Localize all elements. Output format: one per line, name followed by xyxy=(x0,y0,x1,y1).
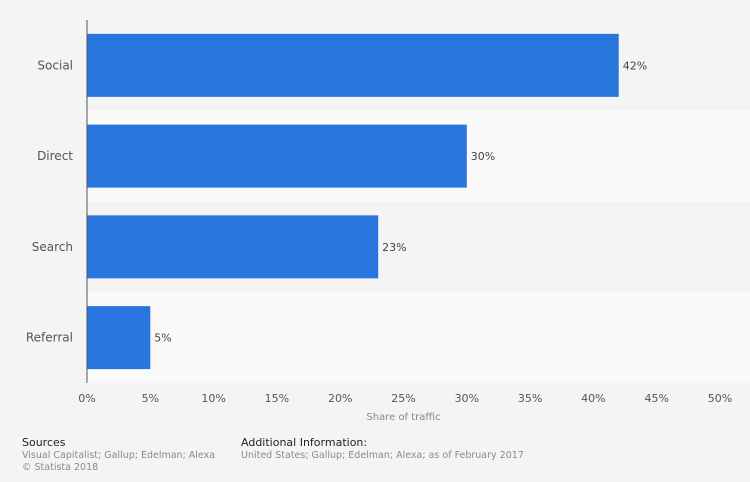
bars xyxy=(87,33,619,370)
value-label-direct: 30% xyxy=(471,150,495,163)
x-tick-label: 5% xyxy=(142,392,159,405)
x-tick-label: 35% xyxy=(518,392,542,405)
category-label-social: Social xyxy=(37,58,73,72)
x-tick-label: 15% xyxy=(265,392,289,405)
value-label-search: 23% xyxy=(382,241,406,254)
sources-title: Sources xyxy=(22,436,66,449)
band-referral xyxy=(87,292,750,383)
x-tick-label: 30% xyxy=(455,392,479,405)
x-tick-label: 20% xyxy=(328,392,352,405)
x-tick-label: 25% xyxy=(391,392,415,405)
x-tick-label: 45% xyxy=(644,392,668,405)
additional-info-block: Additional Information: United States; G… xyxy=(241,436,524,462)
x-axis-ticks: 0% 5% 10% 15% 20% 25% 30% 35% 40% 45% 50% xyxy=(78,392,732,405)
category-label-search: Search xyxy=(32,240,73,254)
x-tick-label: 50% xyxy=(708,392,732,405)
x-tick-label: 40% xyxy=(581,392,605,405)
bar-referral[interactable] xyxy=(87,306,151,370)
bar-search[interactable] xyxy=(87,215,379,279)
value-labels: 42% 30% 23% 5% xyxy=(154,59,647,344)
additional-info-title: Additional Information: xyxy=(241,436,368,449)
y-axis-labels: Social Direct Search Referral xyxy=(26,58,73,344)
sources-block: Sources Visual Capitalist; Gallup; Edelm… xyxy=(22,436,215,474)
x-tick-label: 0% xyxy=(78,392,95,405)
x-axis-title: Share of traffic xyxy=(366,412,440,423)
bar-social[interactable] xyxy=(87,33,619,97)
bar-direct[interactable] xyxy=(87,124,467,188)
copyright-text: © Statista 2018 xyxy=(22,462,99,473)
category-label-direct: Direct xyxy=(37,149,73,163)
additional-info-text: United States; Gallup; Edelman; Alexa; a… xyxy=(241,450,524,461)
category-label-referral: Referral xyxy=(26,331,73,345)
value-label-referral: 5% xyxy=(154,332,171,345)
sources-text: Visual Capitalist; Gallup; Edelman; Alex… xyxy=(22,450,216,461)
x-tick-label: 10% xyxy=(201,392,225,405)
value-label-social: 42% xyxy=(623,59,647,72)
bar-chart: 0% 5% 10% 15% 20% 25% 30% 35% 40% 45% 50% Social Di… xyxy=(25,20,750,423)
